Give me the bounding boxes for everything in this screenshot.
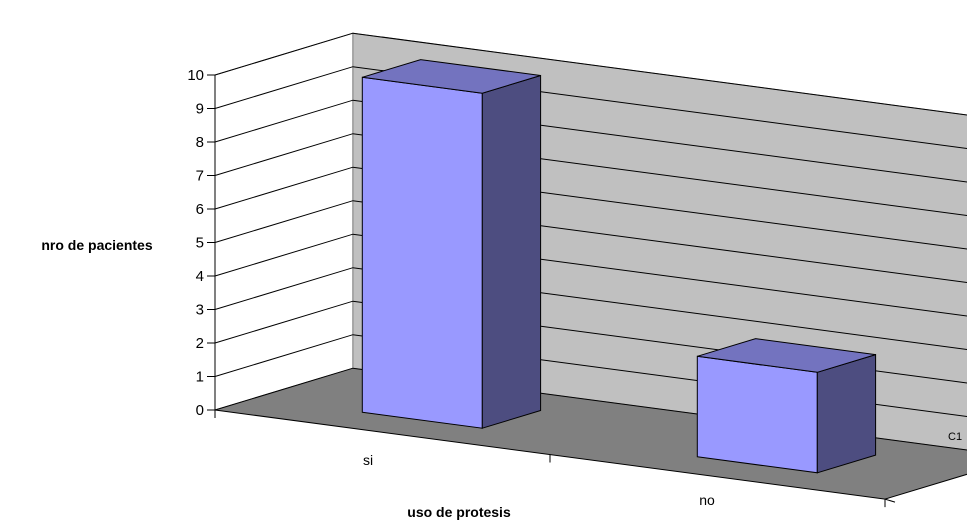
gridline <box>214 166 967 250</box>
y-axis-title: nro de pacientes <box>41 237 152 253</box>
series-label: C1 <box>948 431 962 443</box>
y-tick-label: 0 <box>196 402 204 419</box>
category-label-no: no <box>699 492 715 508</box>
y-tick-label: 7 <box>196 168 204 185</box>
gridline <box>214 32 967 116</box>
y-tick-label: 3 <box>196 302 204 319</box>
y-tick-label: 9 <box>196 101 204 118</box>
x-axis-title: uso de protesis <box>407 504 511 520</box>
y-tick-label: 4 <box>196 268 204 285</box>
gridline <box>214 233 967 317</box>
bars <box>361 59 877 474</box>
y-tick-label: 10 <box>187 67 204 84</box>
bar-side-no <box>816 353 877 474</box>
gridlines <box>214 32 967 417</box>
gridline <box>214 133 967 216</box>
chart-labels: nro de pacientes uso de protesis C1 si n… <box>41 237 962 520</box>
bar-side-si <box>481 74 542 429</box>
y-tick-label: 8 <box>196 134 204 151</box>
y-tick-label: 6 <box>196 201 204 218</box>
gridline <box>214 66 967 149</box>
y-tick-label: 2 <box>196 335 204 352</box>
bar-top-si <box>362 59 541 94</box>
bar-front-si <box>361 76 483 429</box>
chart-axes: 0 1 2 3 4 5 6 7 8 9 10 <box>187 67 896 508</box>
gridline <box>214 267 967 350</box>
bar-top-no <box>697 338 876 373</box>
depth-tick-mark <box>884 498 896 503</box>
bar-group-si <box>361 59 542 429</box>
bar-front-no <box>696 355 818 474</box>
y-tick-label: 1 <box>196 369 204 386</box>
gridline <box>214 99 967 183</box>
gridline <box>214 200 967 283</box>
y-tick-label: 5 <box>196 235 204 252</box>
bar-group-no <box>696 338 877 474</box>
category-label-si: si <box>363 452 373 468</box>
